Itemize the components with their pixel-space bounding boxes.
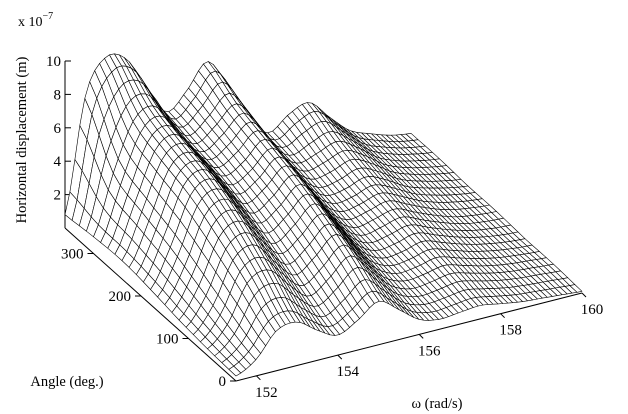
z-multiplier-exponent: −7 bbox=[43, 11, 54, 22]
x-tick-label-1: 154 bbox=[337, 364, 360, 380]
x-tick-label-4: 160 bbox=[581, 302, 604, 318]
y-axis-title: Angle (deg.) bbox=[30, 374, 103, 390]
z-tick-label-1: 4 bbox=[54, 154, 62, 170]
surface-mesh bbox=[64, 53, 583, 377]
x-tick-label-2: 156 bbox=[418, 343, 441, 359]
z-tick-label-4: 10 bbox=[46, 54, 61, 70]
surface-cell-69-0 bbox=[569, 284, 583, 293]
x-tick-3 bbox=[500, 313, 505, 319]
x-axis-title: ω (rad/s) bbox=[411, 396, 462, 412]
z-tick-label-2: 6 bbox=[54, 121, 62, 137]
y-tick-label-3: 300 bbox=[61, 247, 84, 263]
z-multiplier-label: x 10−7 bbox=[18, 11, 53, 30]
x-tick-1 bbox=[337, 354, 343, 360]
x-tick-4 bbox=[581, 292, 587, 298]
y-tick-label-2: 200 bbox=[109, 289, 132, 305]
x-axis-line bbox=[235, 292, 583, 382]
z-multiplier-base: x 10 bbox=[18, 15, 43, 30]
x-tick-2 bbox=[418, 334, 424, 339]
labels-layer: x 10−7 Horizontal displacement (m) Angle… bbox=[14, 11, 463, 412]
axes-layer: 152 154 156 158 160 0 100 200 300 2 4 6 8 10 bbox=[46, 54, 603, 401]
y-tick-label-1: 100 bbox=[156, 332, 179, 348]
x-tick-0 bbox=[256, 375, 261, 381]
z-tick-label-0: 2 bbox=[54, 188, 62, 204]
z-axis-title: Horizontal displacement (m) bbox=[14, 56, 30, 223]
z-tick-label-3: 8 bbox=[54, 87, 62, 103]
y-tick-label-0: 0 bbox=[219, 374, 227, 390]
x-tick-label-3: 158 bbox=[499, 323, 522, 339]
x-tick-label-0: 152 bbox=[255, 385, 278, 401]
